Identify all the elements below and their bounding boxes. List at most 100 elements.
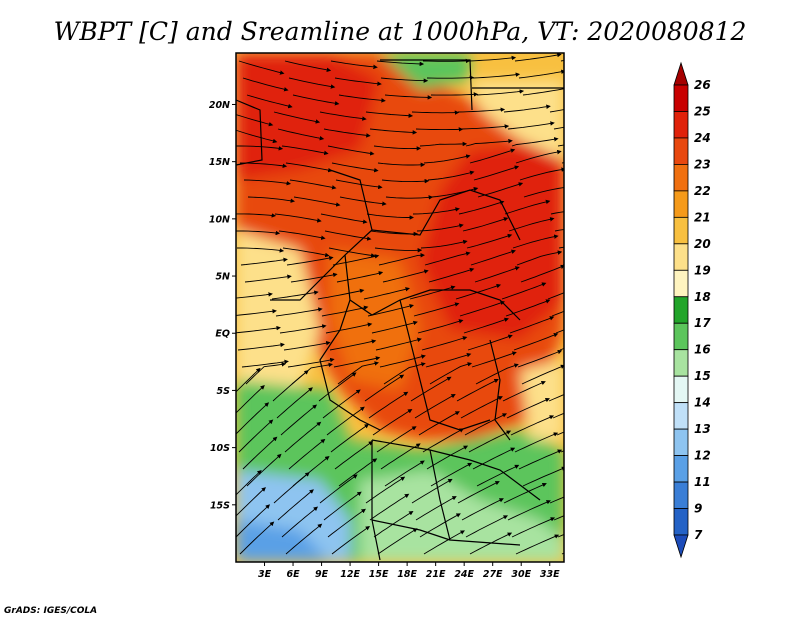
streamline: [465, 138, 513, 147]
streamline: [515, 149, 562, 164]
streamline: [245, 362, 287, 385]
streamline: [567, 265, 609, 282]
streamline: [275, 307, 323, 317]
lon-tick-label: 27E: [483, 569, 503, 580]
colorbar-swatch: [673, 111, 689, 139]
streamline: [384, 94, 433, 100]
streamline: [464, 413, 508, 436]
streamline: [555, 329, 564, 334]
streamline: [509, 316, 555, 334]
streamline: [236, 114, 274, 127]
streamline: [369, 128, 418, 135]
streamline: [321, 305, 369, 317]
lon-tick-label: 33E: [540, 569, 560, 580]
streamline: [271, 290, 319, 300]
streamline: [382, 269, 429, 283]
streamline: [457, 107, 506, 113]
streamline: [518, 449, 563, 470]
streamline: [561, 552, 564, 555]
streamline: [549, 109, 564, 113]
streamline: [239, 521, 275, 555]
streamline: [570, 196, 615, 201]
streamline: [514, 432, 559, 453]
lon-tick-label: 15E: [369, 569, 389, 580]
streamline: [419, 513, 461, 538]
streamline: [463, 317, 509, 334]
streamline: [512, 234, 559, 249]
streamline: [336, 271, 384, 283]
streamline: [413, 302, 460, 317]
streamline: [384, 460, 425, 487]
streamline: [501, 282, 547, 300]
streamline: [515, 534, 560, 555]
streamline: [466, 233, 513, 249]
streamline: [288, 77, 336, 89]
streamline: [277, 489, 314, 521]
streamline: [430, 92, 479, 97]
wbpt-region-22: [330, 250, 420, 390]
border-segment: [371, 519, 451, 541]
colorbar-swatch: [673, 375, 689, 404]
streamline: [236, 402, 270, 435]
streamline: [560, 450, 564, 453]
colorbar-overflow-arrow: [673, 61, 689, 86]
streamline: [279, 324, 327, 334]
streamline: [507, 500, 551, 521]
streamline: [476, 464, 520, 487]
lat-tick-label: EQ: [215, 329, 230, 340]
streamline: [381, 178, 430, 184]
streamline: [412, 207, 460, 215]
streamline: [520, 264, 564, 283]
streamline: [521, 364, 564, 385]
lon-tick-label: 24E: [454, 569, 474, 580]
streamline: [476, 89, 525, 96]
streamline: [236, 469, 262, 496]
colorbar-swatch: [673, 296, 689, 324]
wbpt-region-20-northeast: [470, 80, 564, 160]
streamline: [317, 288, 365, 300]
streamline: [461, 498, 504, 521]
streamline: [339, 196, 387, 206]
colorbar-label: 14: [694, 396, 711, 410]
streamline: [468, 430, 512, 453]
colorbar-label: 16: [694, 343, 711, 357]
streamline: [277, 128, 325, 141]
streamline: [561, 162, 564, 164]
streamline: [376, 60, 425, 67]
streamline: [244, 274, 292, 283]
streamline: [465, 515, 509, 538]
streamline: [549, 496, 564, 504]
streamline: [338, 94, 386, 103]
colorbar-label: 21: [694, 210, 711, 224]
streamline: [325, 322, 373, 334]
streamline: [334, 77, 382, 86]
streamline: [420, 239, 468, 249]
streamline: [522, 466, 564, 487]
streamline: [368, 391, 409, 419]
colorbar-swatch: [673, 455, 689, 483]
streamline: [471, 351, 517, 368]
streamline: [319, 111, 367, 121]
streamline: [242, 436, 278, 470]
streamline: [284, 421, 322, 453]
lon-tick-label: 30E: [511, 569, 531, 580]
wbpt-region-11: [236, 520, 330, 562]
streamline: [425, 352, 472, 368]
colorbar-swatch: [673, 481, 689, 509]
streamline: [423, 530, 465, 555]
streamline: [236, 292, 273, 299]
streamline: [319, 474, 358, 504]
streamline: [423, 154, 471, 164]
colorbar-label: 9: [694, 502, 702, 516]
streamline: [566, 179, 611, 183]
streamline: [372, 408, 413, 436]
streamline: [411, 478, 453, 504]
border-segment: [371, 189, 521, 241]
colorbar-label: 17: [694, 316, 711, 330]
streamline: [507, 121, 555, 130]
streamline: [553, 126, 564, 130]
streamline: [548, 394, 564, 402]
streamline: [458, 200, 505, 215]
streamline: [367, 303, 414, 317]
